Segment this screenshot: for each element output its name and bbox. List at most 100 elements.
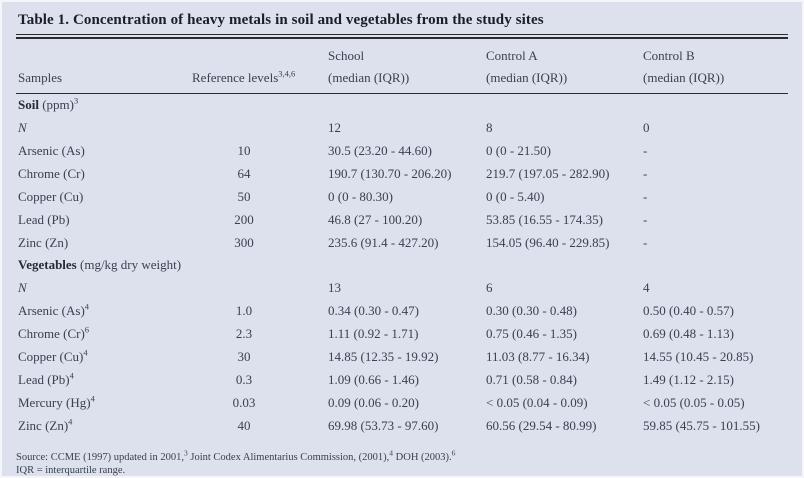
superscript: 3: [183, 448, 188, 458]
title-double-rule: [16, 34, 788, 39]
section-heading-row: Soil (ppm)3: [16, 94, 788, 117]
cell-reference: 2.3: [190, 322, 326, 345]
cell-school: 1.11 (0.92 - 1.71): [328, 325, 419, 341]
cell-control-b: 0: [643, 119, 650, 135]
reference-value: 200: [234, 211, 254, 227]
superscript: 6: [84, 324, 90, 335]
cell-control-a: < 0.05 (0.04 - 0.09): [486, 394, 588, 410]
cell-control-b: 0.50 (0.40 - 0.57): [643, 302, 734, 318]
cell-samples: N: [16, 116, 190, 139]
cell-control-a: 154.05 (96.40 - 229.85): [486, 234, 610, 250]
cell-school: 1.09 (0.66 - 1.46): [328, 371, 419, 387]
header-row-labels: Samples Reference levels3,4,6 (median (I…: [16, 67, 788, 94]
cell-control-a: 0.75 (0.46 - 1.35): [486, 325, 577, 341]
cell-control-a: 60.56 (29.54 - 80.99): [486, 417, 597, 433]
cell-school: 0 (0 - 80.30): [328, 188, 393, 204]
section-heading-bold: Soil: [18, 97, 39, 112]
table-body: Soil (ppm)3 N 12 8 0 Arsenic (As) 10 30.5 (23.2…: [16, 94, 788, 438]
reference-value: 0.3: [235, 371, 253, 387]
cell-samples: Lead (Pb)4: [18, 370, 74, 387]
sample-label-italic: N: [18, 119, 27, 135]
header-spacer-samples: [16, 39, 190, 67]
table-row: Zinc (Zn)4 40 69.98 (53.73 - 97.60) 60.56 (…: [16, 414, 788, 437]
section-heading: Soil (ppm)3: [18, 95, 79, 112]
cell-reference: 64: [190, 162, 326, 185]
header-school-sub: (median (IQR)): [326, 67, 484, 94]
cell-samples: Chrome (Cr): [18, 165, 85, 181]
header-row-groups: School Control A Control B: [16, 39, 788, 67]
cell-school: 30.5 (23.20 - 44.60): [328, 142, 432, 158]
cell-samples: Chrome (Cr)6: [18, 324, 90, 341]
header-samples: Samples: [16, 67, 190, 94]
source-note: Source: CCME (1997) updated in 2001,3 Jo…: [16, 448, 456, 463]
header-spacer-reference: [190, 39, 326, 67]
cell-control-b: -: [643, 188, 648, 204]
superscript: 4: [389, 448, 394, 458]
cell-control-b: 4: [643, 279, 650, 295]
cell-control-a: 0 (0 - 21.50): [486, 142, 551, 158]
cell-samples: Lead (Pb): [18, 211, 70, 227]
header-reference: Reference levels3,4,6: [190, 67, 326, 94]
cell-reference: 40: [190, 414, 326, 437]
superscript: 4: [69, 370, 74, 381]
table-row: N 12 8 0: [16, 116, 788, 139]
cell-reference: 0.3: [190, 368, 326, 391]
cell-samples: Zinc (Zn)4: [18, 416, 73, 433]
cell-school: 69.98 (53.73 - 97.60): [328, 417, 439, 433]
cell-school: 14.85 (12.35 - 19.92): [328, 348, 439, 364]
cell-reference: 10: [190, 139, 326, 162]
reference-value: 40: [237, 417, 251, 433]
table-row: N 13 6 4: [16, 276, 788, 299]
superscript: 4: [84, 301, 90, 312]
cell-control-b: 0.69 (0.48 - 1.13): [643, 325, 734, 341]
cell-reference: 1.0: [190, 299, 326, 322]
header-group-school: School: [328, 47, 365, 63]
cell-control-b: -: [643, 234, 648, 250]
cell-school: 0.09 (0.06 - 0.20): [328, 394, 419, 410]
cell-reference: [190, 116, 326, 139]
table-row: Copper (Cu)4 30 14.85 (12.35 - 19.92) 11.03…: [16, 345, 788, 368]
table-row: Zinc (Zn) 300 235.6 (91.4 - 427.20) 154.05 …: [16, 231, 788, 254]
table-row: Mercury (Hg)4 0.03 0.09 (0.06 - 0.20) < 0.0…: [16, 391, 788, 414]
cell-reference: 0.03: [190, 391, 326, 414]
table-row: Copper (Cu) 50 0 (0 - 80.30) 0 (0 - 5.40) -: [16, 185, 788, 208]
header-group-control-b: Control B: [643, 47, 695, 63]
reference-value: 64: [237, 165, 251, 181]
table-row: Arsenic (As)4 1.0 0.34 (0.30 - 0.47) 0.30 (…: [16, 299, 788, 322]
cell-control-a: 0.30 (0.30 - 0.48): [486, 302, 577, 318]
table-row: Lead (Pb) 200 46.8 (27 - 100.20) 53.85 (16.…: [16, 208, 788, 231]
header-group-control-a: Control A: [486, 47, 538, 63]
cell-samples: Arsenic (As)4: [18, 301, 90, 318]
reference-value: 300: [234, 234, 254, 250]
cell-reference: 50: [190, 185, 326, 208]
cell-samples: Arsenic (As): [18, 142, 85, 158]
superscript: 4: [68, 416, 73, 427]
cell-samples: Mercury (Hg)4: [18, 393, 95, 410]
cell-school: 12: [328, 119, 341, 135]
header-control-a-sub: (median (IQR)): [484, 67, 641, 94]
cell-control-b: 59.85 (45.75 - 101.55): [643, 417, 760, 433]
cell-control-a: 6: [486, 279, 493, 295]
cell-control-a: 219.7 (197.05 - 282.90): [486, 165, 610, 181]
superscript: 6: [451, 448, 456, 458]
cell-control-a: 53.85 (16.55 - 174.35): [486, 211, 603, 227]
iqr-note: IQR = interquartile range.: [16, 465, 126, 476]
section-heading-row: Vegetables (mg/kg dry weight): [16, 254, 788, 276]
table-row: Chrome (Cr)6 2.3 1.11 (0.92 - 1.71) 0.75 (0…: [16, 322, 788, 345]
sample-label-italic: N: [18, 279, 27, 295]
cell-school: 46.8 (27 - 100.20): [328, 211, 423, 227]
superscript: 4: [83, 347, 88, 358]
cell-reference: 300: [190, 231, 326, 254]
cell-school: 235.6 (91.4 - 427.20): [328, 234, 439, 250]
reference-value: 2.3: [235, 325, 253, 341]
cell-control-b: -: [643, 142, 648, 158]
header-control-b-sub: (median (IQR)): [641, 67, 788, 94]
cell-samples: Copper (Cu)4: [18, 347, 88, 364]
cell-control-b: -: [643, 165, 648, 181]
reference-value: 50: [237, 188, 251, 204]
footnotes: Source: CCME (1997) updated in 2001,3 Jo…: [16, 448, 788, 476]
section-heading: Vegetables (mg/kg dry weight): [18, 257, 182, 272]
reference-value: 30: [237, 348, 251, 364]
table-title: Table 1. Concentration of heavy metals i…: [18, 12, 544, 28]
